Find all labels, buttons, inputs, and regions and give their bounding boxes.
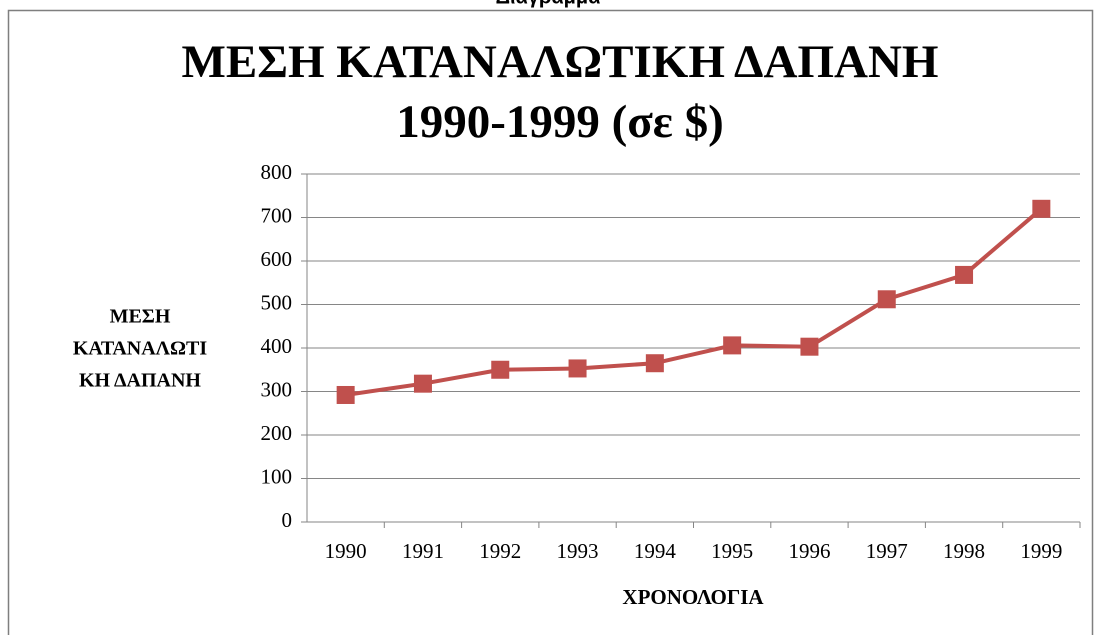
x-tick-label: 1997: [866, 539, 908, 563]
y-tick-label: 200: [261, 421, 293, 445]
point-marker: [955, 265, 974, 284]
y-axis-label: ΚΗ ΔΑΠΑΝΗ: [79, 370, 201, 392]
x-axis-label: ΧΡΟΝΟΛΟΓΙΑ: [622, 585, 764, 609]
point-marker: [491, 360, 510, 379]
point-marker: [568, 359, 587, 378]
y-axis-label: ΚΑΤΑΝΑΛΩΤΙ: [73, 338, 207, 360]
series-line: [345, 207, 1043, 397]
y-tick-label: 800: [261, 160, 293, 184]
x-tick-label: 1994: [634, 539, 677, 563]
y-tick-label: 300: [261, 377, 293, 401]
y-tick-label: 100: [261, 464, 293, 488]
x-tick-label: 1996: [788, 539, 830, 563]
window-title: Διάγραμμα: [496, 0, 601, 8]
point-marker: [800, 337, 819, 356]
point-marker: [413, 374, 432, 393]
x-tick-label: 1990: [325, 539, 367, 563]
point-marker: [1032, 199, 1051, 218]
x-tick-label: 1991: [402, 539, 444, 563]
y-axis-label: ΜΕΣΗ: [110, 306, 171, 328]
x-tick-label: 1993: [557, 539, 599, 563]
chart-frame: [7, 9, 1094, 635]
point-marker: [723, 336, 742, 355]
y-tick-label: 700: [261, 203, 293, 227]
point-marker: [877, 290, 896, 309]
chart-title: 1990-1999 (σε $): [396, 96, 724, 148]
x-tick-label: 1999: [1020, 539, 1062, 563]
point-marker: [645, 354, 664, 373]
y-tick-label: 400: [261, 334, 293, 358]
y-tick-label: 0: [282, 508, 293, 532]
x-tick-label: 1992: [479, 539, 521, 563]
y-tick-label: 500: [261, 290, 293, 314]
chart-title: ΜΕΣΗ ΚΑΤΑΝΑΛΩΤΙΚΗ ΔΑΠΑΝΗ: [182, 36, 939, 88]
y-tick-label: 600: [261, 247, 293, 271]
x-tick-label: 1998: [943, 539, 985, 563]
x-tick-label: 1995: [711, 539, 753, 563]
point-marker: [336, 385, 355, 404]
